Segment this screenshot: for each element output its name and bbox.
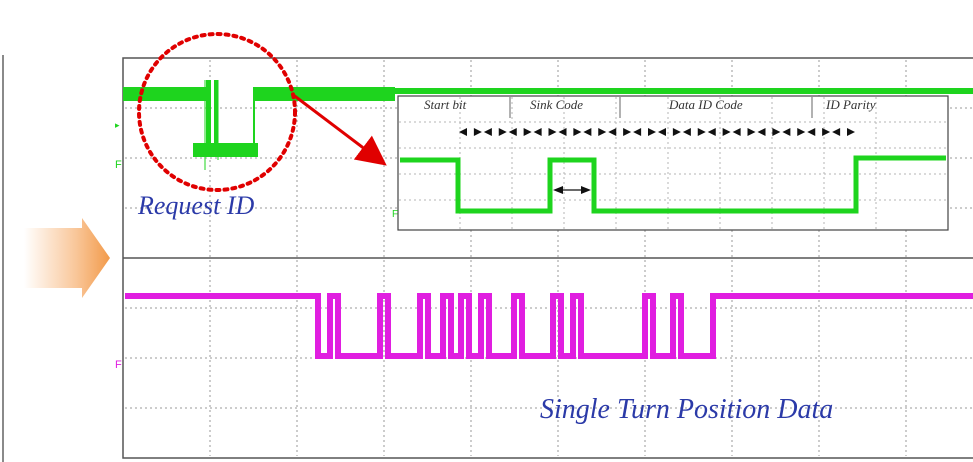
bit-arrow-left [757,128,766,136]
bit-arrow-left [608,128,617,136]
request-id-trace [123,80,973,170]
bit-arrow-left [658,128,666,136]
bit-arrow-right [473,128,482,136]
bit-arrow-left [558,128,567,136]
inset-marker: F [392,209,398,220]
position-data-trace [125,293,973,359]
inset-label-start-bit: Start bit [424,97,467,112]
position-data-label: Single Turn Position Data [540,394,833,425]
inset-label-id-parity: ID Parity [825,97,876,112]
bit-arrow-right [672,128,681,136]
bit-arrow-left [583,128,592,136]
bit-arrow-right [697,128,706,136]
bit-arrow-right [747,128,756,136]
bit-arrow-right [548,128,557,136]
bit-arrow-right [772,128,781,136]
bit-arrow-left [459,128,467,136]
inset-label-data-id-code: Data ID Code [668,97,743,112]
ch1-marker: F [115,159,122,171]
bit-arrow-right [822,128,831,136]
inset-trace [400,155,946,214]
bit-arrow-left [682,128,691,136]
bit-arrow-right [648,128,656,136]
bit-arrow-left [483,128,492,136]
bit-arrow-right [623,128,632,136]
bit-arrow-right [598,128,607,136]
bit-arrow-left [732,128,741,136]
ch2-marker: F [115,359,122,371]
bit-arrow-right [498,128,507,136]
bit-arrow-left [533,128,542,136]
bit-arrow-left [782,128,791,136]
inset-label-sink-code: Sink Code [530,97,583,112]
bit-arrow-left [832,128,841,136]
bit-arrow-left [633,128,642,136]
inset-zoom-panel: Start bit Sink Code Data ID Code ID Pari… [392,95,949,231]
bit-arrow-left [707,128,716,136]
ch1-level-tick: ▸ [115,120,120,130]
bit-arrow-right [847,128,855,136]
bit-arrow-left [807,128,816,136]
short-bit-arrow [553,186,591,194]
right-arrow-icon [24,218,110,298]
red-pointer-arrow-icon [291,92,387,166]
bit-arrow-left [508,128,517,136]
bit-arrow-right [523,128,532,136]
bit-arrow-right [573,128,582,136]
bit-arrow-right [797,128,806,136]
request-id-label: Request ID [137,191,254,220]
bit-arrow-right [722,128,731,136]
bit-arrow-markers [459,128,855,136]
dotted-circle-icon [137,32,297,192]
